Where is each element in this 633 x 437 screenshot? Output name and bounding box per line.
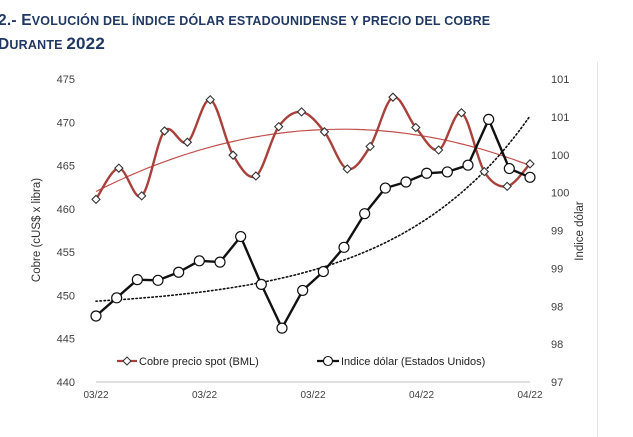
x-tick-label: 04/22 bbox=[517, 390, 542, 401]
dollar-point bbox=[90, 310, 102, 322]
left-tick-label: 475 bbox=[57, 74, 75, 86]
copper-point bbox=[433, 145, 444, 155]
dollar-point bbox=[359, 208, 371, 220]
x-tick-label: 03/22 bbox=[192, 390, 217, 401]
left-axis: 440 445 450 455 460 465 470 475 bbox=[57, 74, 75, 389]
dollar-point bbox=[379, 182, 391, 194]
dollar-point bbox=[400, 176, 412, 188]
copper-point bbox=[91, 194, 101, 205]
dollar-point bbox=[235, 230, 247, 243]
dollar-trendline bbox=[95, 115, 531, 302]
title-year: 2022 bbox=[66, 34, 105, 53]
dollar-point bbox=[317, 265, 329, 278]
y-axis-label-right: Indice dólar bbox=[574, 201, 586, 261]
dollar-point bbox=[255, 278, 267, 290]
dollar-point bbox=[503, 162, 515, 175]
title-prefix: 2.- E bbox=[0, 12, 32, 29]
x-tick-label: 04/22 bbox=[409, 390, 434, 401]
dollar-point bbox=[421, 167, 433, 179]
copper-trendline bbox=[95, 128, 531, 193]
copper-point bbox=[114, 163, 124, 173]
dollar-point bbox=[214, 256, 226, 268]
dollar-point bbox=[338, 241, 350, 253]
right-tick-label: 100 bbox=[551, 150, 569, 162]
page-divider-line bbox=[597, 62, 598, 437]
right-tick-label: 98 bbox=[551, 339, 563, 351]
left-tick-label: 470 bbox=[57, 117, 75, 129]
left-tick-label: 460 bbox=[57, 204, 75, 216]
title2-rest: URANTE bbox=[9, 38, 67, 52]
copper-point bbox=[159, 126, 170, 136]
left-tick-label: 450 bbox=[57, 290, 75, 302]
title-line-2: DURANTE 2022 bbox=[0, 34, 105, 54]
copper-point bbox=[525, 159, 535, 169]
right-tick-label: 97 bbox=[551, 377, 563, 389]
left-tick-label: 445 bbox=[57, 334, 75, 346]
dollar-point bbox=[524, 171, 536, 183]
legend: Cobre precio spot (BML) Indice dólar (Es… bbox=[117, 355, 485, 368]
y-axis-label-left: Cobre (cUS$ x libra) bbox=[31, 178, 43, 282]
copper-point bbox=[456, 107, 467, 118]
dollar-point bbox=[297, 284, 309, 297]
legend-copper-label: Cobre precio spot (BML) bbox=[139, 356, 259, 368]
title-line-1: 2.- EVOLUCIÓN DEL ÍNDICE DÓLAR ESTADOUNI… bbox=[0, 12, 490, 30]
copper-point bbox=[479, 166, 490, 177]
copper-point bbox=[205, 94, 215, 105]
x-tick-label: 03/22 bbox=[300, 390, 325, 401]
dollar-point bbox=[483, 113, 495, 126]
right-tick-label: 99 bbox=[551, 226, 563, 238]
right-tick-label: 99 bbox=[551, 263, 563, 275]
dollar-point bbox=[173, 266, 185, 278]
dollar-point bbox=[131, 274, 143, 286]
dollar-series-line bbox=[95, 118, 531, 330]
left-tick-label: 440 bbox=[57, 377, 75, 389]
copper-point bbox=[251, 171, 261, 181]
legend-copper-marker bbox=[122, 356, 132, 366]
title2-prefix: D bbox=[0, 36, 10, 53]
x-tick-label: 03/22 bbox=[83, 390, 108, 401]
copper-point bbox=[182, 137, 193, 147]
copper-point bbox=[502, 181, 512, 192]
right-tick-label: 101 bbox=[551, 112, 569, 124]
dollar-point bbox=[441, 166, 453, 178]
dollar-point bbox=[152, 274, 164, 286]
dollar-point bbox=[111, 292, 123, 304]
legend-dollar-label: Indice dólar (Estados Unidos) bbox=[341, 356, 485, 368]
copper-point bbox=[319, 127, 330, 137]
copper-point bbox=[228, 150, 238, 160]
copper-point bbox=[136, 191, 147, 201]
x-axis: 03/22 03/22 03/22 04/22 04/22 bbox=[83, 390, 542, 401]
dollar-point bbox=[276, 322, 288, 334]
right-axis: 97 98 98 99 99 100 100 101 101 bbox=[551, 74, 569, 389]
copper-point bbox=[365, 141, 375, 152]
left-tick-label: 465 bbox=[57, 161, 75, 173]
copper-point bbox=[273, 121, 284, 132]
left-tick-label: 455 bbox=[57, 247, 75, 259]
right-tick-label: 101 bbox=[551, 74, 569, 86]
trendlines bbox=[95, 115, 531, 302]
copper-point bbox=[388, 92, 398, 102]
right-tick-label: 98 bbox=[551, 301, 563, 313]
series bbox=[90, 92, 536, 334]
title-rest: VOLUCIÓN DEL ÍNDICE DÓLAR ESTADOUNIDENSE… bbox=[31, 14, 491, 28]
copper-point bbox=[296, 107, 307, 117]
legend-dollar-marker bbox=[322, 355, 334, 367]
right-tick-label: 100 bbox=[551, 188, 569, 200]
copper-point bbox=[342, 164, 353, 174]
dollar-point bbox=[193, 255, 205, 267]
dollar-point bbox=[462, 159, 474, 171]
copper-point bbox=[411, 122, 421, 133]
